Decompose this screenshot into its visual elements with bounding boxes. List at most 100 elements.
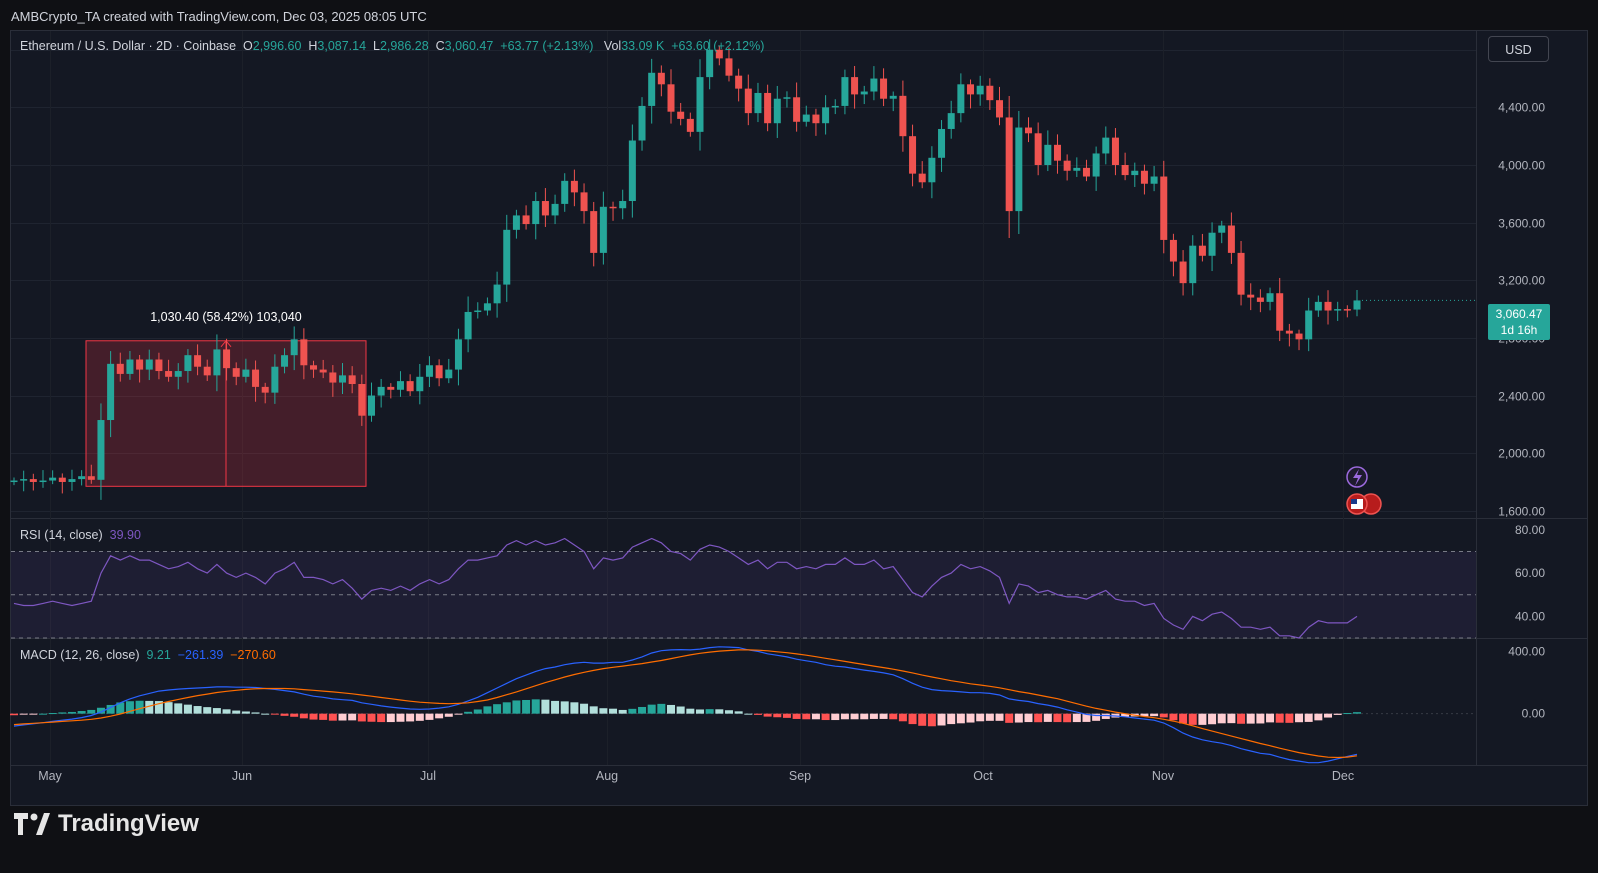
macd-hist-bar [58,712,67,714]
candle-body [793,97,801,122]
candle-body [1053,144,1061,161]
measure-arrow-icon [220,339,232,348]
macd-hist-bar [1275,713,1284,723]
candle-body [87,476,95,480]
macd-hist-bar [96,707,105,714]
candle [1208,222,1216,272]
macd-hist-bar [1285,713,1294,723]
candle-body [1092,153,1100,177]
macd-hist-bar [1217,713,1226,724]
macd-hist-bar [609,708,618,714]
macd-hist-bar [406,713,415,722]
candle [706,39,714,90]
candle [551,194,559,225]
candle-body [1218,225,1226,233]
candle [928,146,936,199]
macd-signal-value: −270.60 [230,648,276,662]
macd-hist-bar [290,713,299,717]
lightning-icon [1353,469,1362,486]
candle-body [1266,293,1274,302]
candle-body [1111,137,1119,165]
macd-hist-bar [1266,713,1275,723]
macd-hist-bar [937,713,946,726]
price-tick-label: 3,200.00 [1498,274,1545,288]
candle [1285,323,1293,347]
candle-body [609,206,617,209]
low-label: L [373,39,380,53]
price-tick-label: 1,600.00 [1498,505,1545,519]
candle [580,183,588,224]
candle [609,201,617,221]
rsi-tick-label: 60.00 [1515,566,1545,580]
macd-hist-bar [1024,713,1033,723]
macd-hist-bar [145,700,154,714]
macd-hist-bar [580,703,589,714]
macd-hist-bar [976,713,985,722]
candle [1295,329,1303,351]
macd-hist-bar [154,701,163,714]
macd-hist-bar [1101,713,1110,719]
candle [967,79,975,109]
candle [889,91,897,112]
macd-hist-bar [792,713,801,719]
currency-button[interactable]: USD [1488,36,1549,62]
macd-hist-bar [821,713,830,721]
candle-body [841,77,849,106]
candle-body [184,355,192,372]
candle [1179,250,1187,296]
macd-hist-bar [338,713,347,721]
time-tick-label: May [38,769,62,783]
price-tick-label: 4,400.00 [1498,101,1545,115]
candle [184,349,192,383]
macd-hist-bar [299,713,308,719]
candle [339,363,347,395]
candle-body [1044,144,1052,165]
candle [715,45,723,66]
chart-frame [10,30,1588,806]
candle-body [174,371,182,377]
candle [1237,241,1245,306]
macd-hist-bar [435,713,444,719]
macd-legend[interactable]: MACD (12, 26, close) 9.21 −261.39 −270.6… [20,648,276,662]
candle-body [522,215,530,225]
macd-hist-bar [1179,713,1188,724]
candle [648,58,656,124]
candle-body [628,140,636,202]
macd-hist-bar [251,712,260,714]
tradingview-logo[interactable]: TradingView [14,810,199,838]
candle-body [1063,160,1071,171]
macd-hist-bar [193,706,202,714]
candle [358,374,366,426]
macd-hist-bar [850,713,859,720]
candle-body [996,100,1004,118]
candle-body [464,311,472,340]
candle-body [1102,137,1110,154]
macd-hist-bar [869,713,878,719]
candle-body [396,381,404,390]
rsi-tick-label: 80.00 [1515,523,1545,537]
candle [213,334,221,392]
candle-body [1150,176,1158,184]
candle [667,69,675,124]
candle [686,112,694,137]
candle [1227,212,1235,264]
rsi-legend[interactable]: RSI (14, close) 39.90 [20,528,141,542]
candle [522,205,530,230]
candle-body [976,85,984,95]
candle-body [261,386,269,393]
candle-body [252,369,260,387]
symbol-name[interactable]: Ethereum / U.S. Dollar · 2D · Coinbase [20,39,237,53]
candle-body [744,88,752,114]
candle [445,358,453,384]
macd-hist-bar [782,713,791,718]
macd-hist-bar [1237,713,1246,724]
candle-body [29,479,37,482]
time-tick-label: Sep [789,769,811,783]
candle [1324,290,1332,325]
candle-body [377,386,385,396]
candle-body [454,339,462,370]
candle-body [889,95,897,99]
macd-hist-bar [1227,713,1236,724]
candle-body [802,114,810,122]
